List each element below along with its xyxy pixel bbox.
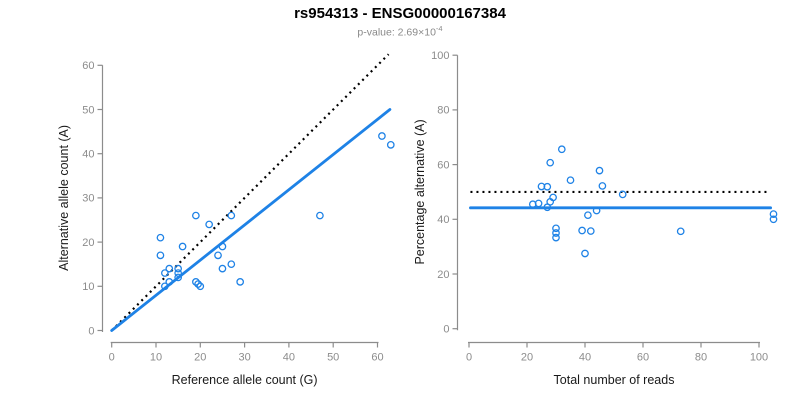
- data-point: [316, 211, 324, 220]
- data-point: [546, 158, 555, 167]
- percentage-scatter: 0 20 40 60 80 100 0 20 40 60 80 100 Total number of …: [413, 50, 778, 387]
- data-point: [552, 229, 560, 237]
- y-tick-label: 60: [437, 159, 449, 171]
- x-tick-label: 60: [371, 352, 383, 364]
- y-tick-label: 30: [82, 193, 94, 205]
- data-point: [552, 224, 560, 233]
- data-point: [578, 226, 586, 235]
- x-tick-label: 60: [637, 352, 649, 364]
- data-point: [598, 182, 607, 190]
- data-point: [586, 227, 595, 235]
- x-tick-label: 10: [150, 352, 162, 364]
- data-point: [566, 176, 575, 185]
- data-point: [196, 282, 205, 291]
- data-point: [178, 242, 187, 251]
- y-tick-label: 60: [82, 60, 94, 72]
- data-point: [218, 264, 227, 273]
- x-tick-label: 30: [238, 352, 250, 364]
- x-tick-label: 0: [109, 352, 115, 364]
- data-point: [174, 264, 182, 273]
- data-point: [584, 211, 592, 220]
- data-point: [543, 203, 552, 212]
- y-axis-title: Percentage alternative (A): [413, 119, 427, 264]
- data-point: [581, 249, 589, 258]
- y-tick-label: 100: [431, 50, 449, 62]
- page-title: rs954313 - ENSG00000167384: [294, 5, 506, 22]
- data-point: [769, 215, 778, 224]
- x-tick-label: 20: [521, 352, 533, 364]
- regression-line: [110, 108, 392, 332]
- data-point: [161, 282, 169, 291]
- p-value-exponent: -4: [435, 24, 443, 33]
- data-point: [156, 251, 165, 260]
- data-point: [174, 273, 182, 282]
- data-point: [618, 190, 627, 199]
- data-point: [227, 211, 236, 220]
- x-tick-label: 40: [283, 352, 295, 364]
- data-point: [386, 141, 395, 149]
- y-tick-label: 0: [443, 324, 449, 336]
- p-value-text: p-value: 2.69×10: [357, 26, 436, 39]
- x-tick-label: 50: [327, 352, 339, 364]
- x-axis-title: Reference allele count (G): [172, 373, 318, 387]
- x-tick-label: 20: [194, 352, 206, 364]
- data-point: [552, 233, 560, 242]
- x-axis-title: Total number of reads: [554, 373, 675, 387]
- data-point: [205, 220, 214, 229]
- data-point: [543, 182, 552, 191]
- data-point: [218, 242, 227, 251]
- data-point: [192, 211, 200, 220]
- y-tick-label: 40: [82, 149, 94, 161]
- data-point: [174, 269, 182, 277]
- data-point: [227, 260, 236, 269]
- data-point: [165, 278, 174, 286]
- p-value-subtitle: p-value: 2.69×10-4: [0, 24, 800, 39]
- x-tick-label: 40: [579, 352, 591, 364]
- data-point: [192, 278, 200, 286]
- y-axis-title: Alternative allele count (A): [57, 125, 71, 271]
- data-point: [595, 166, 604, 175]
- data-point: [769, 210, 778, 218]
- y-tick-label: 50: [82, 104, 94, 116]
- data-point: [378, 132, 386, 140]
- data-point: [534, 199, 543, 208]
- x-tick-label: 80: [695, 352, 707, 364]
- x-tick-label: 100: [750, 352, 768, 364]
- y-tick-label: 20: [82, 237, 94, 249]
- data-point: [592, 206, 601, 215]
- data-point: [165, 264, 174, 273]
- data-point: [161, 269, 169, 277]
- data-point: [214, 251, 222, 260]
- data-point: [676, 227, 685, 236]
- identity-line: [110, 53, 390, 332]
- data-point: [156, 233, 165, 242]
- data-point: [194, 280, 202, 288]
- y-tick-label: 40: [437, 214, 449, 226]
- data-point: [236, 278, 245, 286]
- x-tick-label: 0: [466, 352, 472, 364]
- data-point: [557, 145, 566, 154]
- y-tick-label: 20: [437, 269, 449, 281]
- y-tick-label: 0: [88, 325, 94, 337]
- y-tick-label: 10: [82, 281, 94, 293]
- y-tick-label: 80: [437, 105, 449, 117]
- allele-count-scatter: 0 10 20 30 40 50 60 0 10 20 30 40 50 60 Reference alle…: [57, 53, 395, 387]
